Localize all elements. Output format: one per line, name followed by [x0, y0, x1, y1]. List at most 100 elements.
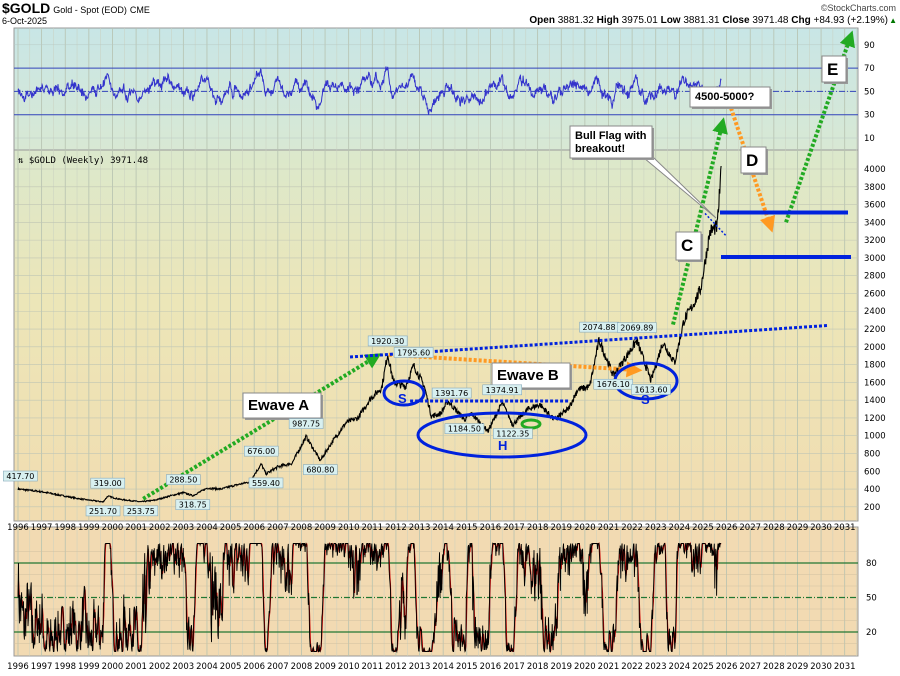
x-tick-label-stoch: 2022: [621, 662, 643, 672]
x-tick-label-stoch: 2020: [574, 662, 596, 672]
x-tick-label-stoch: 2025: [692, 662, 714, 672]
box: [821, 55, 847, 83]
x-tick-label-price: 2011: [361, 523, 383, 533]
x-tick-label-stoch: 2002: [149, 662, 171, 672]
label-box: [288, 418, 324, 429]
x-tick-label-price: 2024: [669, 523, 691, 533]
label-box: [593, 378, 634, 390]
x-tick-label-price: 2013: [409, 523, 431, 533]
wave-c-label: C: [675, 231, 703, 262]
price-point-label: 680.80: [303, 464, 338, 475]
price-point-label: 2074.88: [579, 321, 619, 333]
price-line: [17, 165, 722, 504]
x-tick-label-stoch: 2006: [243, 662, 265, 672]
label-text: 1122.35: [496, 430, 529, 439]
label-box: [393, 347, 434, 358]
y-tick-label-rsi: 10: [864, 134, 875, 144]
price-point-label: 1920.30: [367, 335, 408, 347]
x-tick-label-price: 2018: [527, 523, 549, 533]
close-label: Close: [722, 15, 750, 26]
x-tick-label-price: 2027: [739, 523, 761, 533]
x-tick-label-stoch: 2029: [787, 662, 809, 672]
x-tick-label-price: 1999: [78, 523, 100, 533]
y-tick-label-price: 2000: [864, 343, 886, 353]
x-tick-label-price: 2030: [810, 523, 832, 533]
open-value: 3881.32: [557, 15, 594, 26]
wave-e-label-text: E: [827, 60, 838, 79]
y-tick-label-rsi: 90: [864, 41, 875, 51]
x-tick-label-price: 2029: [787, 523, 809, 533]
price-point-label: 288.50: [166, 474, 201, 485]
x-tick-label-price: 2003: [173, 523, 195, 533]
x-tick-label-stoch: 2019: [550, 662, 572, 672]
x-tick-label-price: 2005: [220, 523, 242, 533]
x-tick-label-price: 2014: [432, 523, 454, 533]
y-tick-label-price: 3800: [864, 183, 886, 193]
x-tick-label-price: 2010: [338, 523, 360, 533]
label-text: 288.50: [169, 476, 197, 485]
y-tick-label-rsi: 70: [864, 64, 875, 74]
y-tick-label-price: 3200: [864, 236, 886, 246]
chg-value: +84.93 (+2.19%): [813, 15, 889, 26]
price-point-label: 1122.35: [493, 428, 533, 439]
label-text: 2069.89: [620, 324, 653, 333]
x-tick-label-price: 2015: [456, 523, 478, 533]
price-point-label: 1391.76: [431, 387, 472, 399]
x-tick-label-stoch: 1996: [7, 662, 29, 672]
open-label: Open: [529, 15, 555, 26]
label-text: 253.75: [127, 507, 155, 516]
price-point-label: 1676.10: [593, 378, 634, 390]
x-tick-label-stoch: 1999: [78, 662, 100, 672]
y-tick-label-stoch: 20: [866, 628, 877, 638]
head-ellipse: [416, 411, 588, 459]
y-tick-label-price: 1000: [864, 432, 886, 442]
y-tick-label-price: 4000: [864, 165, 886, 175]
y-tick-label-price: 3400: [864, 218, 886, 228]
x-tick-label-price: 2023: [645, 523, 667, 533]
label-text: 1391.76: [435, 389, 468, 398]
label-text: 1374.91: [486, 386, 519, 395]
x-tick-label-stoch: 2026: [716, 662, 738, 672]
box: [675, 231, 702, 261]
x-tick-label-price: 2004: [196, 523, 218, 533]
ewave-a-label-text: Ewave A: [248, 397, 309, 414]
label-box: [367, 335, 408, 347]
x-tick-label-price: 2031: [834, 523, 856, 533]
price-point-label: 2069.89: [617, 322, 657, 333]
wave-d-label-text: D: [746, 151, 758, 170]
x-tick-label-price: 2021: [598, 523, 620, 533]
x-tick-label-stoch: 2016: [480, 662, 502, 672]
label-box: [248, 477, 284, 489]
price-point-label: 559.40: [248, 477, 284, 489]
s-label-left: S: [398, 391, 407, 406]
x-tick-label-stoch: 2003: [173, 662, 195, 672]
label-text: 987.75: [292, 420, 320, 429]
wave-c-arrow: [671, 117, 728, 326]
bull-flag-callout-text: Bull Flag with: [575, 130, 647, 142]
high-value: 3975.01: [621, 15, 658, 26]
y-tick-label-rsi: 30: [864, 111, 875, 121]
y-tick-label-price: 1600: [864, 378, 886, 388]
price-point-label: 987.75: [288, 418, 324, 429]
x-tick-label-price: 1996: [7, 523, 29, 533]
bull-flag-callout-text: breakout!: [575, 143, 625, 155]
target-label-text: 4500-5000?: [695, 91, 755, 103]
x-tick-label-stoch: 2010: [338, 662, 360, 672]
x-tick-label-stoch: 2017: [503, 662, 525, 672]
label-box: [431, 387, 472, 399]
label-box: [303, 464, 338, 475]
x-tick-label-stoch: 2014: [432, 662, 454, 672]
price-point-label: 1374.91: [482, 384, 523, 396]
y-tick-label-price: 3000: [864, 254, 886, 264]
instrument-name: Gold - Spot (EOD): [53, 5, 127, 15]
chart-header-title: $GOLD Gold - Spot (EOD) CME: [2, 0, 150, 16]
label-text: 319.00: [94, 479, 122, 488]
label-box: [175, 499, 211, 511]
x-tick-label-stoch: 2021: [598, 662, 620, 672]
left-shoulder-ellipse: [382, 379, 426, 407]
y-tick-label-price: 800: [864, 449, 880, 459]
x-tick-label-price: 2007: [267, 523, 289, 533]
low-value: 3881.31: [683, 15, 720, 26]
label-text: 1613.60: [634, 386, 667, 395]
